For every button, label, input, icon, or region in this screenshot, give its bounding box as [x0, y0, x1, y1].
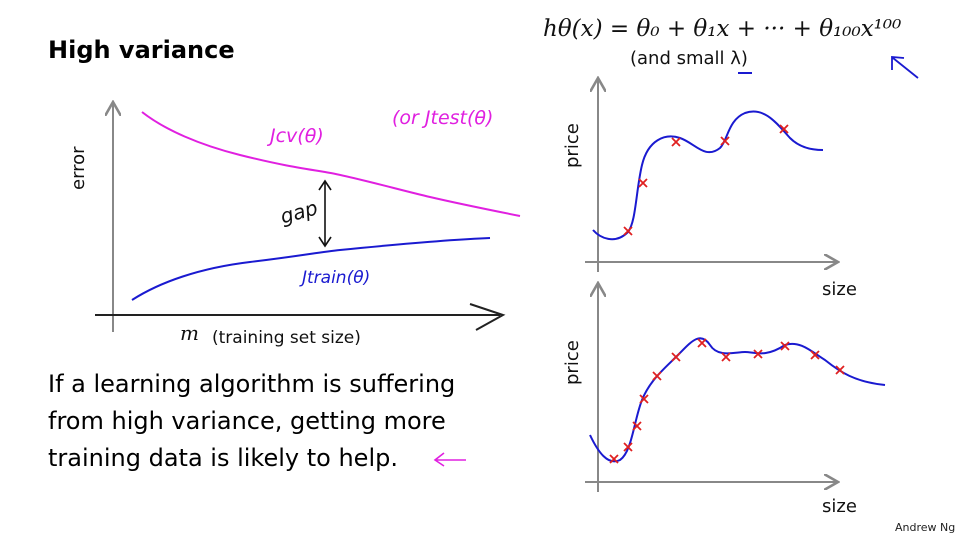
fit-plot-top: price size: [562, 80, 857, 300]
training-example-mark: [835, 365, 845, 375]
body-text: If a learning algorithm is suffering fro…: [48, 370, 456, 472]
training-example-mark: [609, 454, 619, 464]
train-label: Jtrain(θ): [299, 268, 370, 288]
training-example-mark: [623, 442, 633, 452]
slide-title: High variance: [48, 36, 235, 64]
fit-curve: [592, 110, 824, 241]
training-example-mark: [671, 352, 681, 362]
training-example-mark: [632, 421, 642, 431]
gap-arrowhead-top: [318, 179, 332, 191]
training-example-mark: [779, 124, 789, 134]
x-axis-symbol: m: [180, 321, 199, 345]
hypothesis-formula: hθ(x) = θ₀ + θ₁x + ··· + θ₁₀₀x¹⁰⁰: [543, 16, 902, 42]
training-example-mark: [652, 371, 662, 381]
training-example-mark: [638, 178, 648, 188]
author-credit: Andrew Ng: [895, 521, 956, 534]
training-example-mark: [697, 338, 707, 348]
training-example-mark: [780, 341, 790, 351]
gap-arrowhead-bottom: [318, 236, 332, 248]
test-label: (or Jtest(θ): [392, 107, 493, 129]
training-example-mark: [639, 394, 649, 404]
training-example-mark: [671, 137, 681, 147]
y-axis-label: error: [68, 146, 89, 190]
x-axis-label: size: [822, 496, 857, 517]
cv-label: Jcv(θ): [266, 125, 324, 147]
fit-plot-bottom: price size: [562, 285, 886, 517]
learning-curve-plot: gap Jcv(θ) (or Jtest(θ) Jtrain(θ) error …: [68, 104, 521, 348]
gap-label: gap: [278, 196, 321, 229]
training-example-mark: [810, 350, 820, 360]
formula-note: (and small λ): [630, 48, 748, 69]
training-example-mark: [623, 226, 633, 236]
x-axis-arrowhead: [469, 303, 506, 331]
train-error-curve: [131, 237, 491, 301]
y-axis-label: price: [562, 123, 583, 168]
cv-error-curve: [141, 111, 521, 217]
x-axis-label: size: [822, 279, 857, 300]
pointer-arrow-blue: [891, 56, 919, 79]
training-example-mark: [753, 349, 763, 359]
training-example-mark: [721, 352, 731, 362]
pointer-arrow-pink: [433, 452, 466, 467]
x-axis-label: (training set size): [212, 328, 361, 348]
fit-curve: [589, 337, 886, 463]
training-example-mark: [720, 136, 730, 146]
y-axis-label: price: [562, 340, 583, 385]
